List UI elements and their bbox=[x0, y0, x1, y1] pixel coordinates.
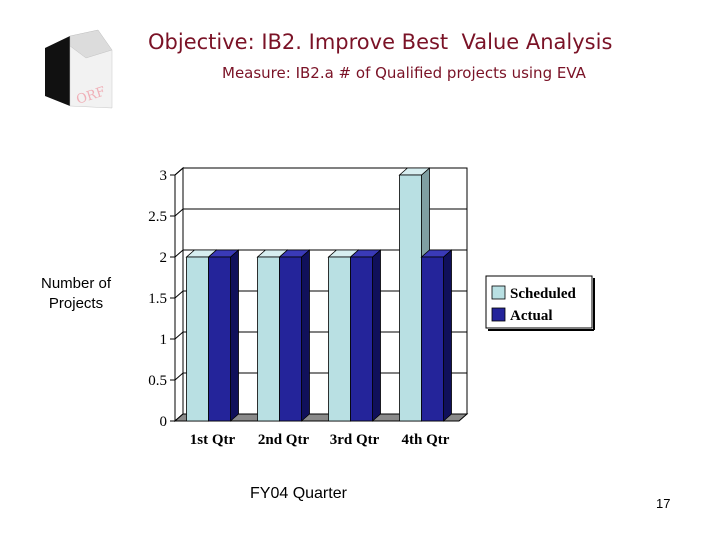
logo-dark-face bbox=[45, 36, 70, 106]
x-tick-label: 3rd Qtr bbox=[330, 432, 380, 448]
bar-actual-3 bbox=[350, 256, 373, 422]
y-tick-label: 2.5 bbox=[148, 209, 167, 225]
bar-scheduled-2 bbox=[257, 256, 280, 422]
bar-actual-4 bbox=[421, 256, 444, 422]
bar-actual-1 bbox=[208, 256, 231, 422]
bar-side bbox=[301, 249, 310, 422]
legend-label-scheduled: Scheduled bbox=[510, 286, 577, 302]
bar-side bbox=[230, 249, 239, 422]
bar-scheduled-3 bbox=[328, 256, 351, 422]
bar-scheduled-1 bbox=[186, 256, 209, 422]
legend-label-actual: Actual bbox=[510, 308, 553, 324]
legend-swatch-actual bbox=[491, 307, 506, 322]
x-tick-label: 4th Qtr bbox=[402, 432, 450, 448]
x-axis-label: FY04 Quarter bbox=[250, 485, 347, 502]
logo-light-face bbox=[69, 45, 113, 109]
y-axis-label: Number of Projects bbox=[40, 275, 112, 312]
legend-swatch-scheduled bbox=[491, 285, 506, 300]
gridline bbox=[174, 208, 467, 217]
gridline bbox=[174, 167, 467, 176]
bar-scheduled-4 bbox=[399, 174, 422, 422]
orf-logo: ORF bbox=[45, 29, 113, 109]
y-tick-label: 0.5 bbox=[148, 373, 167, 389]
bar-side bbox=[372, 249, 381, 422]
bar-side bbox=[443, 249, 452, 422]
x-tick-label: 1st Qtr bbox=[190, 432, 236, 448]
y-tick-label: 0 bbox=[160, 414, 168, 430]
bar-actual-2 bbox=[279, 256, 302, 422]
y-tick-label: 1 bbox=[160, 332, 168, 348]
y-tick-label: 1.5 bbox=[148, 291, 167, 307]
y-tick-label: 3 bbox=[160, 168, 168, 184]
page-subtitle: Measure: IB2.a # of Qualified projects u… bbox=[222, 64, 586, 82]
y-tick-label: 2 bbox=[160, 250, 168, 266]
x-tick-label: 2nd Qtr bbox=[258, 432, 310, 448]
page-number: 17 bbox=[656, 496, 671, 511]
page-title: Objective: IB2. Improve Best Value Analy… bbox=[148, 30, 613, 54]
